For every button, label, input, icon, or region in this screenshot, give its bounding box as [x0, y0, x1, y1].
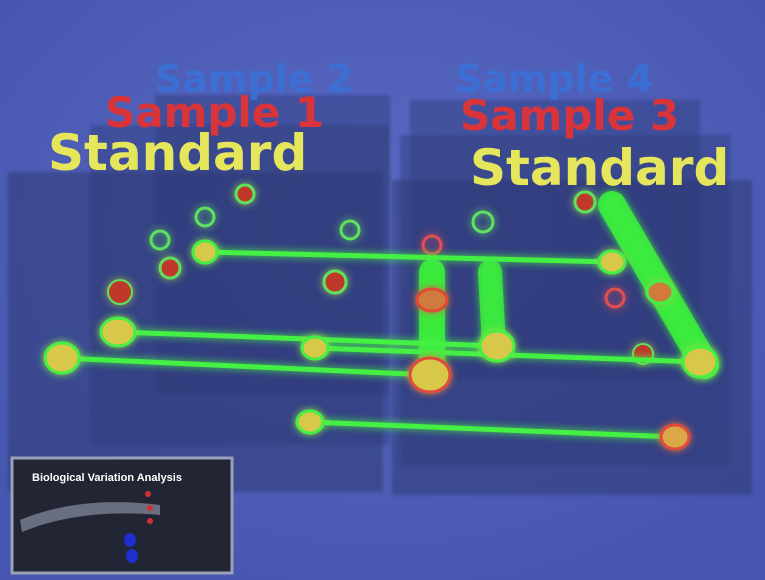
- spot: [302, 337, 328, 359]
- scene: Sample 2 Sample 1 Standard Sample 4 Samp…: [0, 0, 765, 580]
- spot: [410, 358, 450, 392]
- spot: [480, 331, 514, 361]
- spot: [236, 185, 254, 203]
- sample-label: Standard: [48, 124, 307, 182]
- inset-dot: [147, 505, 153, 511]
- spot: [297, 411, 323, 433]
- spot: [647, 281, 673, 303]
- inset-dot: [124, 533, 136, 547]
- inset-dot: [147, 518, 153, 524]
- spot: [661, 425, 689, 449]
- spot: [160, 258, 180, 278]
- spot: [417, 289, 447, 311]
- spot: [101, 318, 135, 346]
- inset-dot: [145, 491, 151, 497]
- spot: [599, 251, 625, 273]
- inset-title: Biological Variation Analysis: [32, 472, 182, 484]
- spot: [108, 280, 132, 304]
- inset-dot: [126, 549, 138, 563]
- spot: [575, 192, 595, 212]
- inset: Biological Variation Analysis: [12, 458, 232, 573]
- spot: [683, 347, 717, 377]
- spot: [193, 241, 217, 263]
- sample-label: Sample 3: [460, 91, 679, 140]
- spot: [45, 343, 79, 373]
- sample-label: Standard: [470, 139, 729, 197]
- spot: [324, 271, 346, 293]
